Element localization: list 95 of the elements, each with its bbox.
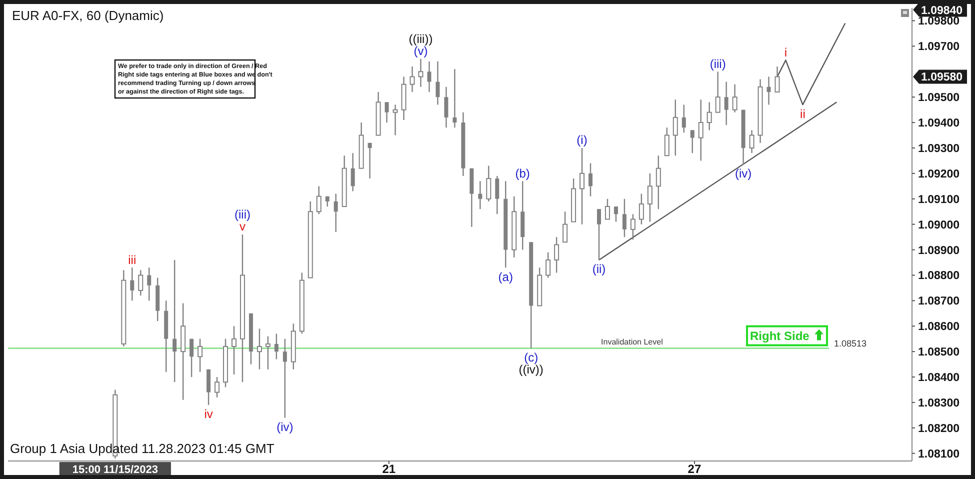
candlestick xyxy=(384,102,389,124)
annotation: (v) xyxy=(414,44,428,58)
candlestick xyxy=(418,58,424,88)
candlestick xyxy=(682,104,686,134)
candlestick xyxy=(698,99,704,162)
candlestick xyxy=(436,60,440,106)
candlestick xyxy=(282,338,287,418)
y-tick-label: 1.08600 xyxy=(918,321,960,334)
annotation: (i) xyxy=(576,133,588,148)
annotation: (ii) xyxy=(592,262,606,276)
annotation: ((iii)) xyxy=(408,32,433,46)
candlestick xyxy=(580,147,585,225)
x-tick-label: 27 xyxy=(688,462,702,476)
candlestick xyxy=(350,152,355,192)
annotation: ii xyxy=(800,106,806,121)
y-tick-label: 1.08300 xyxy=(918,397,960,410)
candlestick xyxy=(214,376,220,398)
candlestick xyxy=(427,60,432,93)
candlestick xyxy=(206,368,211,406)
annotation: i xyxy=(784,45,788,60)
candlestick xyxy=(732,84,738,113)
candlestick xyxy=(749,130,754,154)
annotation: (c) xyxy=(524,350,538,364)
annotation: (iv) xyxy=(734,166,752,181)
candlestick xyxy=(630,214,636,240)
annotation: (iii) xyxy=(234,208,250,222)
y-tick-label: 1.09300 xyxy=(918,142,960,155)
candlestick xyxy=(265,336,270,370)
y-tick-label: 1.08500 xyxy=(918,346,960,359)
y-tick-label: 1.09500 xyxy=(918,92,960,104)
annotation: iii xyxy=(128,252,136,267)
y-tick-label: 1.08800 xyxy=(918,270,960,282)
ref-line-label: Invalidation Level xyxy=(601,337,664,346)
candlestick xyxy=(274,333,278,360)
candlestick xyxy=(588,162,593,197)
candlestick xyxy=(495,175,500,215)
y-tick-label: 1.08200 xyxy=(918,422,960,435)
x-tick-label: 21 xyxy=(382,462,396,476)
annotation: v xyxy=(239,220,246,234)
y-tick-label: 1.08900 xyxy=(918,244,960,257)
candlestick xyxy=(172,259,177,383)
candlestick xyxy=(334,193,338,233)
candlestick xyxy=(368,142,372,180)
candlestick xyxy=(672,99,678,156)
candlestick xyxy=(622,198,626,238)
y-tick-label: 1.09400 xyxy=(918,118,960,130)
candlestick xyxy=(614,206,618,222)
annotation: (b) xyxy=(515,166,530,180)
candlestick xyxy=(486,165,492,202)
candlestick xyxy=(138,270,144,296)
candlestick xyxy=(647,172,652,222)
candlestick xyxy=(392,104,398,136)
y-tick-label: 1.09700 xyxy=(918,41,960,54)
candlestick xyxy=(452,68,457,128)
candlestick xyxy=(232,326,236,376)
candlestick xyxy=(316,186,322,215)
y-tick-label: 1.08100 xyxy=(918,448,960,460)
candlestick xyxy=(596,208,601,261)
y-tick-label: 1.09800 xyxy=(918,16,960,28)
candlestick xyxy=(130,266,134,302)
annotation: Right Side xyxy=(750,328,810,343)
annotation: iv xyxy=(204,407,213,422)
annotation: Group 1 Asia Updated 11.28.2023 01:45 GMT xyxy=(10,441,274,456)
x-tick-label: 15:00 11/15/2023 xyxy=(72,464,158,476)
price-tag: 1.09580 xyxy=(913,70,967,84)
annotation: 1.08513 xyxy=(834,338,867,348)
candlestick xyxy=(604,198,610,220)
candlestick xyxy=(198,338,203,373)
y-tick-label: 1.09000 xyxy=(918,219,960,232)
candlestick xyxy=(562,210,568,243)
candlestick xyxy=(554,236,560,274)
candlestick xyxy=(715,71,720,113)
candlestick xyxy=(444,86,448,128)
candlestick xyxy=(774,66,780,93)
annotation: (iv) xyxy=(276,420,294,434)
candlestick xyxy=(147,266,152,302)
candlestick xyxy=(724,81,728,126)
candlestick xyxy=(664,127,670,156)
candlestick xyxy=(410,66,415,93)
y-tick-label: 1.09100 xyxy=(918,194,960,206)
y-tick-label: 1.09200 xyxy=(918,168,960,180)
candlestick xyxy=(256,328,262,370)
annotation: (iii) xyxy=(710,56,726,71)
candlestick xyxy=(690,130,694,154)
candlestick xyxy=(190,338,194,378)
annotation: (a) xyxy=(498,270,513,284)
y-tick-label: 1.08400 xyxy=(918,372,960,384)
candlestick xyxy=(656,155,661,210)
candlestick xyxy=(706,102,712,131)
candlestick xyxy=(478,180,482,210)
y-tick-label: 1.08700 xyxy=(918,296,960,308)
chart-title: EUR A0-FX, 60 (Dynamic) xyxy=(12,8,164,23)
candlestick xyxy=(546,252,551,278)
candlestick xyxy=(766,76,771,106)
candlestick xyxy=(638,193,644,225)
